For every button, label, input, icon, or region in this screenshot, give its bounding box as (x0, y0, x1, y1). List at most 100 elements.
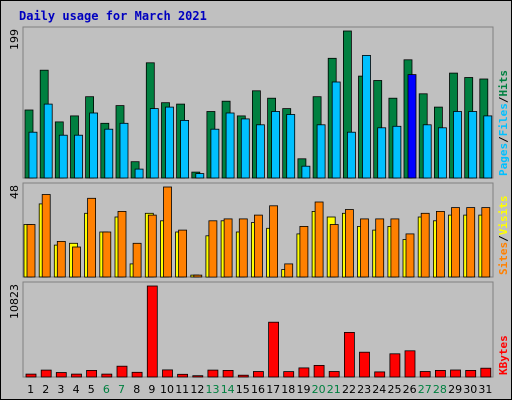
day-label: 10 (160, 383, 174, 396)
legend-entry: Files (497, 103, 510, 136)
legend-entry: Sites (497, 242, 510, 275)
visits-bar (117, 210, 127, 278)
visits-bar (435, 210, 445, 278)
visits-bar (390, 218, 400, 278)
kbytes-bar (389, 353, 401, 378)
kbytes-bar (25, 373, 37, 378)
day-label: 7 (118, 383, 125, 396)
day-label: 16 (251, 383, 265, 396)
day-label: 2 (42, 383, 49, 396)
kbytes-bar (55, 372, 67, 378)
visits-bar (360, 218, 369, 278)
kbytes-bar (131, 371, 143, 378)
kbytes-bar (283, 371, 295, 378)
visits-bar (238, 218, 248, 278)
visits-sites-panel: 48 Sites/Visits (8, 182, 510, 278)
day-label: 15 (236, 383, 250, 396)
kbytes-panel: 10823 KBytes (8, 281, 510, 378)
day-label: 30 (463, 383, 477, 396)
files-bar (225, 112, 235, 179)
day-label: 6 (103, 383, 110, 396)
kbytes-bar (207, 369, 219, 378)
visits-bar (102, 231, 112, 278)
visits-bar (26, 224, 36, 278)
visits-bar (147, 214, 157, 278)
kbytes-bar (450, 369, 461, 378)
day-label: 20 (312, 383, 326, 396)
visits-bar (178, 229, 188, 278)
visits-bar (87, 197, 96, 278)
kbytes-bar (374, 371, 386, 378)
files-bar (422, 124, 432, 179)
day-label: 27 (418, 383, 432, 396)
kbytes-bar (480, 367, 492, 378)
visits-bar (405, 233, 415, 278)
files-bar (316, 124, 326, 179)
files-bar (43, 103, 53, 179)
day-label: 13 (206, 383, 220, 396)
visits-bar (284, 263, 294, 278)
kbytes-bar (252, 371, 264, 378)
files-bar (28, 131, 38, 179)
kbytes-bars (25, 285, 492, 378)
legend-text: Sites/Visits (497, 196, 510, 276)
files-bar (468, 111, 478, 179)
day-label: 8 (133, 383, 140, 396)
visits-bar (269, 205, 279, 278)
visits-bar (208, 220, 218, 278)
legend-entry: KBytes (497, 335, 510, 375)
kbytes-bar (86, 369, 97, 378)
files-bar (437, 127, 447, 179)
visits-bar (481, 207, 491, 278)
day-label: 12 (190, 383, 204, 396)
files-bar (104, 128, 114, 179)
legend-separator: / (497, 96, 510, 103)
day-label: 29 (448, 383, 462, 396)
visits-bar (56, 240, 66, 278)
day-label: 25 (388, 383, 402, 396)
kbytes-bar (404, 350, 416, 378)
hits-files-pages-panel: 199 Pages/Files/Hits (8, 26, 510, 179)
day-label: 21 (327, 383, 341, 396)
panel-background (22, 281, 494, 378)
visits-bar (223, 218, 233, 278)
day-label: 4 (73, 383, 80, 396)
files-bar (89, 112, 98, 179)
visits-bar (451, 207, 460, 278)
visits-bar (132, 242, 142, 278)
visits-bar (314, 201, 324, 278)
kbytes-bar (343, 331, 355, 378)
kbytes-bar (222, 369, 234, 378)
files-bar (362, 55, 371, 179)
hits-files-pages-legend: Pages/Files/Hits (497, 70, 510, 176)
kbytes-bar (328, 371, 340, 378)
visits-sites-legend: Sites/Visits (497, 196, 510, 276)
files-bar (165, 106, 174, 179)
files-bar (271, 111, 281, 179)
files-bar (149, 108, 159, 179)
kbytes-bar (192, 375, 204, 378)
files-bar (453, 111, 462, 179)
kbytes-bar (419, 371, 431, 378)
kbytes-legend: KBytes (497, 335, 510, 375)
files-bar (119, 122, 129, 179)
files-bar (134, 168, 144, 179)
files-bar (240, 118, 250, 179)
kbytes-bar (313, 364, 325, 378)
legend-entry: Visits (497, 196, 510, 236)
kbytes-ymax-label: 10823 (8, 284, 21, 319)
chart-title: Daily usage for March 2021 (19, 9, 207, 23)
legend-separator: / (497, 136, 510, 143)
visits-bar (41, 194, 51, 278)
day-label: 22 (342, 383, 356, 396)
kbytes-bar (116, 365, 128, 378)
legend-entry: Pages (497, 143, 510, 176)
day-label: 11 (175, 383, 189, 396)
files-bar (346, 131, 356, 179)
files-bar (331, 81, 341, 179)
day-label: 23 (357, 383, 371, 396)
legend-separator: / (497, 235, 510, 242)
files-bar (195, 173, 205, 179)
